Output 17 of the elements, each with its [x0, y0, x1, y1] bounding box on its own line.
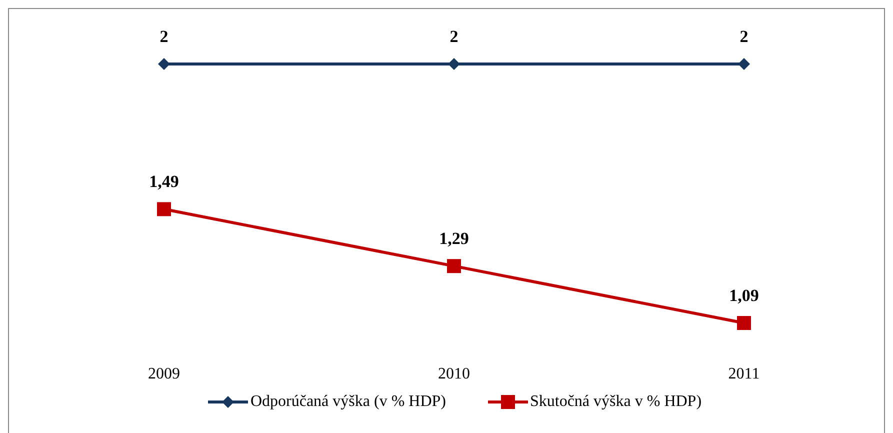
data-label: 2: [450, 27, 458, 46]
data-label: 2: [740, 27, 748, 46]
x-tick-label: 2011: [728, 365, 760, 382]
legend-label: Skutočná výška v % HDP): [530, 393, 702, 411]
data-label: 1,09: [729, 286, 759, 305]
data-label: 2: [160, 27, 168, 46]
point: [157, 202, 171, 216]
x-tick-label: 2009: [148, 365, 180, 382]
legend-label: Odporúčaná výška (v % HDP): [250, 393, 446, 411]
point: [448, 58, 460, 70]
point: [447, 259, 461, 274]
point: [737, 316, 751, 330]
data-label: 1,29: [439, 229, 469, 248]
x-tick-label: 2010: [438, 365, 470, 382]
point: [738, 58, 750, 70]
data-label: 1,49: [149, 172, 179, 192]
point: [158, 58, 170, 70]
